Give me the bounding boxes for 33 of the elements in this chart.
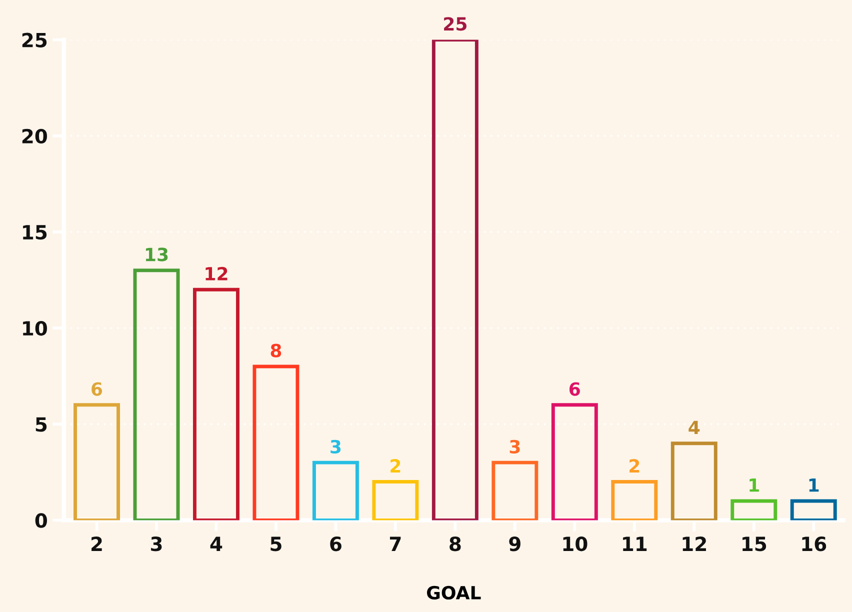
x-tick-label: 16	[802, 536, 826, 552]
x-tick-label: 5	[270, 536, 282, 552]
data-label: 1	[809, 478, 819, 492]
y-tick-label: 15	[23, 225, 47, 240]
data-label: 25	[444, 17, 466, 31]
x-tick-label: 15	[742, 536, 766, 552]
x-tick-label: 6	[330, 536, 342, 552]
y-tick-label: 10	[23, 320, 47, 336]
data-label: 2	[390, 459, 400, 472]
x-tick-label: 8	[450, 536, 461, 552]
x-tick-label: 9	[509, 536, 520, 552]
y-tick-label: 25	[22, 32, 47, 48]
x-tick-label: 2	[92, 536, 102, 551]
x-axis-title: GOAL	[427, 586, 481, 600]
x-tick-label: 11	[623, 536, 647, 551]
y-tick-label: 0	[35, 513, 47, 528]
y-tick-label: 5	[36, 417, 47, 432]
x-tick-label: 10	[563, 536, 588, 552]
data-label: 3	[330, 440, 341, 454]
data-label: 6	[92, 382, 102, 396]
data-label: 2	[630, 459, 640, 472]
y-tick-label: 20	[22, 128, 47, 144]
data-label: 6	[570, 382, 580, 396]
data-label: 3	[510, 440, 520, 454]
data-label: 8	[270, 344, 282, 358]
x-tick-label: 3	[151, 536, 162, 552]
data-label: 4	[688, 420, 700, 434]
x-tick-label: 4	[210, 536, 222, 551]
data-label: 13	[146, 248, 168, 262]
x-tick-label: 12	[682, 536, 706, 551]
data-label: 1	[750, 478, 759, 492]
data-label: 12	[206, 266, 228, 280]
x-tick-label: 7	[390, 536, 401, 551]
